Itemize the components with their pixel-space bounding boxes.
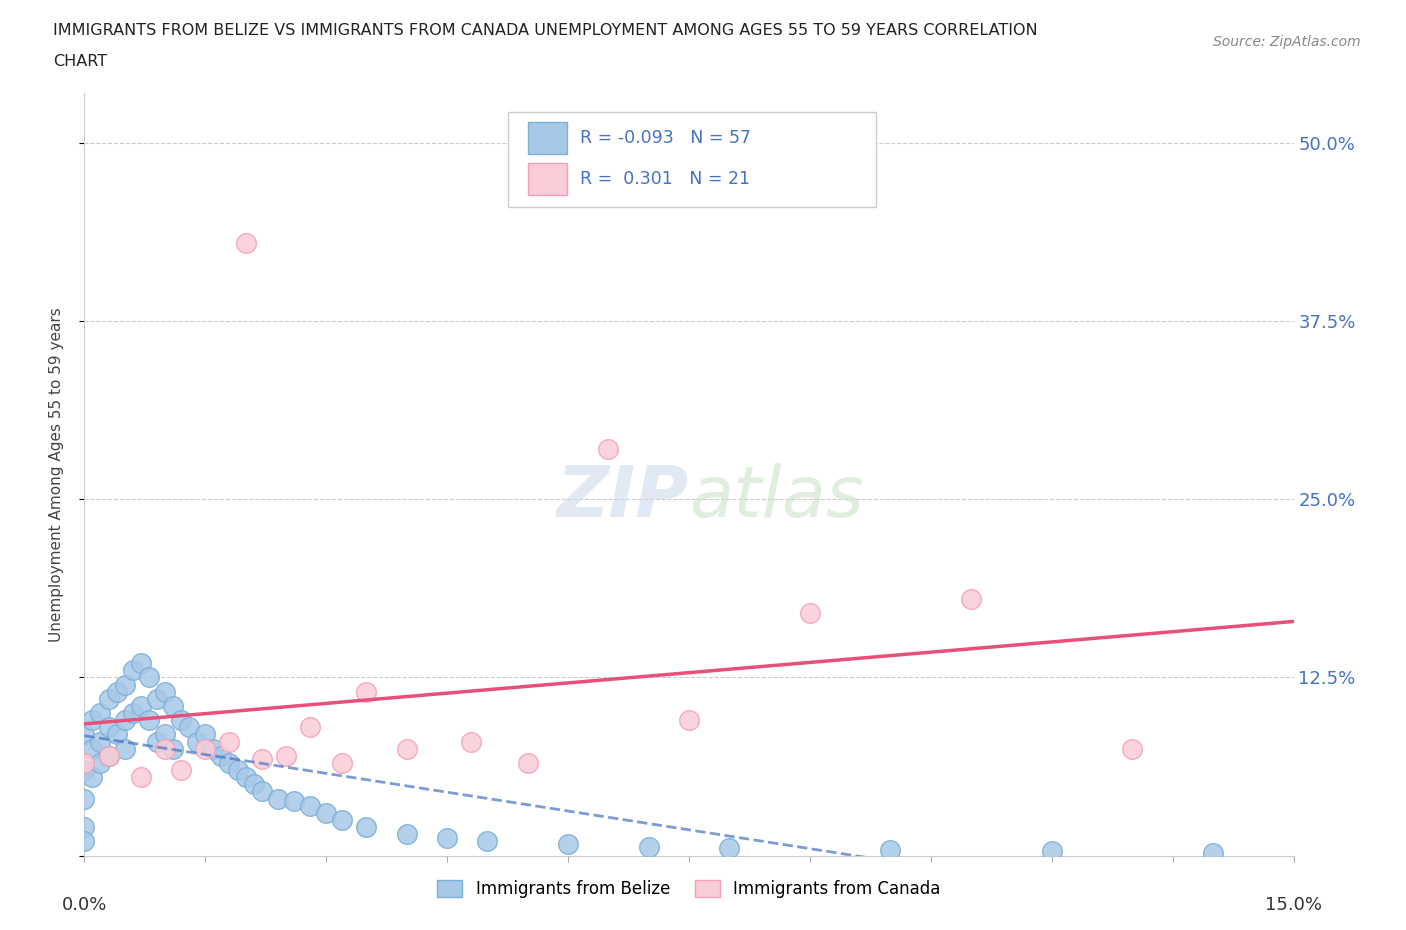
- Point: [299, 720, 322, 735]
- Text: R = -0.093   N = 57: R = -0.093 N = 57: [581, 128, 751, 147]
- Point: [179, 720, 201, 735]
- Point: [186, 734, 208, 749]
- Point: [138, 712, 160, 727]
- Point: [718, 841, 741, 856]
- Point: [194, 727, 217, 742]
- Text: R =  0.301   N = 21: R = 0.301 N = 21: [581, 170, 751, 188]
- Point: [460, 734, 482, 749]
- Point: [121, 706, 143, 721]
- Point: [330, 755, 353, 770]
- Point: [218, 755, 240, 770]
- Point: [395, 741, 418, 756]
- Point: [121, 663, 143, 678]
- Point: [146, 691, 169, 706]
- Text: atlas: atlas: [689, 463, 863, 532]
- Point: [283, 794, 305, 809]
- Point: [73, 791, 96, 806]
- Point: [678, 712, 700, 727]
- Point: [97, 749, 120, 764]
- Point: [250, 784, 273, 799]
- Point: [1202, 845, 1225, 860]
- Point: [516, 755, 538, 770]
- Point: [315, 805, 337, 820]
- FancyBboxPatch shape: [529, 163, 567, 194]
- Point: [82, 712, 104, 727]
- Point: [73, 755, 96, 770]
- Text: Source: ZipAtlas.com: Source: ZipAtlas.com: [1213, 35, 1361, 49]
- Text: 0.0%: 0.0%: [62, 896, 107, 913]
- Point: [97, 691, 120, 706]
- Point: [73, 819, 96, 834]
- Point: [226, 763, 249, 777]
- Point: [73, 763, 96, 777]
- Point: [436, 831, 458, 846]
- Point: [477, 834, 499, 849]
- Point: [89, 734, 111, 749]
- Text: 15.0%: 15.0%: [1265, 896, 1322, 913]
- Point: [153, 684, 176, 699]
- Point: [114, 677, 136, 692]
- Point: [194, 741, 217, 756]
- Point: [73, 727, 96, 742]
- Point: [1040, 844, 1063, 858]
- Point: [1121, 741, 1143, 756]
- Point: [242, 777, 264, 791]
- Point: [129, 656, 152, 671]
- Point: [267, 791, 290, 806]
- Point: [105, 684, 128, 699]
- Point: [235, 235, 257, 250]
- Point: [598, 442, 620, 457]
- Point: [114, 741, 136, 756]
- Point: [114, 712, 136, 727]
- Point: [170, 712, 193, 727]
- Point: [129, 698, 152, 713]
- Point: [799, 605, 821, 620]
- Point: [356, 819, 378, 834]
- Point: [129, 770, 152, 785]
- Point: [105, 727, 128, 742]
- Point: [209, 749, 232, 764]
- Y-axis label: Unemployment Among Ages 55 to 59 years: Unemployment Among Ages 55 to 59 years: [49, 307, 63, 642]
- Point: [162, 698, 184, 713]
- Point: [138, 670, 160, 684]
- FancyBboxPatch shape: [529, 122, 567, 153]
- Text: CHART: CHART: [53, 54, 107, 69]
- Point: [82, 741, 104, 756]
- Point: [153, 727, 176, 742]
- Point: [356, 684, 378, 699]
- Point: [250, 751, 273, 766]
- Point: [170, 763, 193, 777]
- Point: [89, 755, 111, 770]
- Point: [153, 741, 176, 756]
- Point: [960, 591, 983, 606]
- Text: ZIP: ZIP: [557, 463, 689, 532]
- Point: [73, 834, 96, 849]
- Point: [218, 734, 240, 749]
- FancyBboxPatch shape: [508, 113, 876, 207]
- Point: [395, 827, 418, 842]
- Point: [97, 720, 120, 735]
- Point: [274, 749, 297, 764]
- Point: [637, 840, 659, 855]
- Point: [146, 734, 169, 749]
- Point: [82, 770, 104, 785]
- Point: [89, 706, 111, 721]
- Point: [557, 837, 579, 852]
- Legend: Immigrants from Belize, Immigrants from Canada: Immigrants from Belize, Immigrants from …: [430, 873, 948, 905]
- Point: [879, 843, 901, 857]
- Point: [162, 741, 184, 756]
- Point: [202, 741, 225, 756]
- Point: [299, 798, 322, 813]
- Text: IMMIGRANTS FROM BELIZE VS IMMIGRANTS FROM CANADA UNEMPLOYMENT AMONG AGES 55 TO 5: IMMIGRANTS FROM BELIZE VS IMMIGRANTS FRO…: [53, 23, 1038, 38]
- Point: [330, 813, 353, 828]
- Point: [97, 749, 120, 764]
- Point: [235, 770, 257, 785]
